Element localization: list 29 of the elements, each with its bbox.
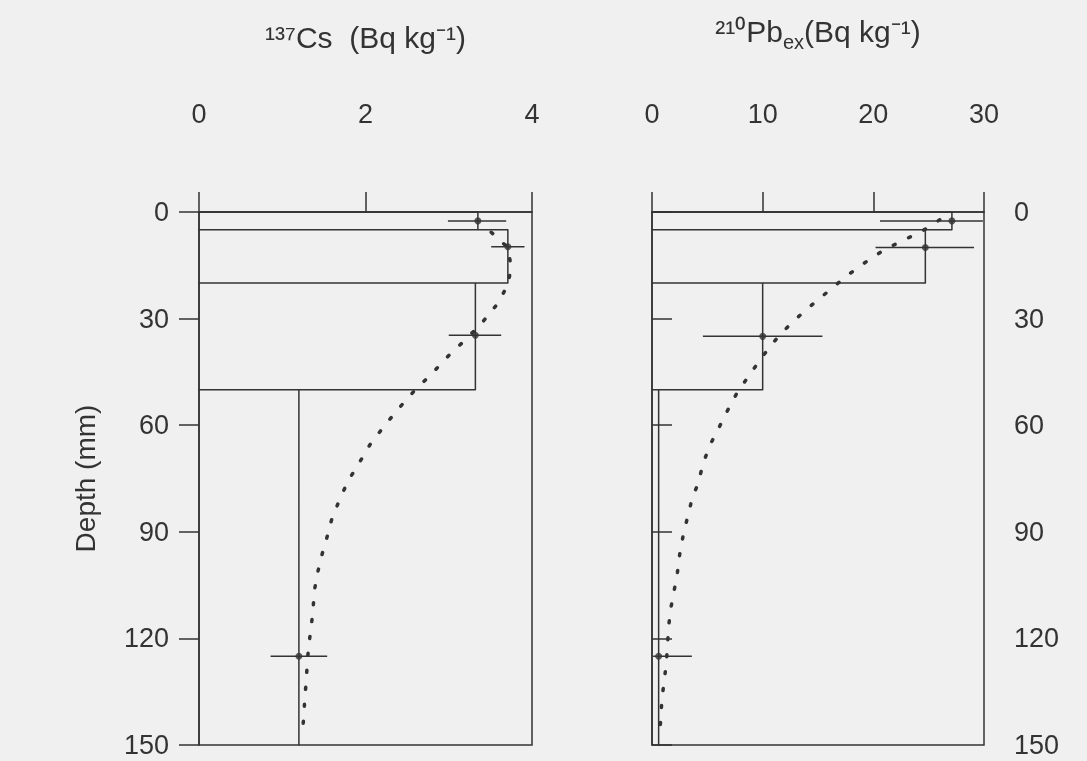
y-tick-label: 60 [138, 410, 169, 441]
point [759, 332, 767, 340]
x-tick-label: 10 [747, 98, 778, 129]
y2-tick-label: 0 [1014, 197, 1030, 227]
y-axis-title: Depth (mm) [69, 404, 101, 553]
y-tick-label: 0 [153, 197, 169, 227]
x-tick-label: 2 [357, 98, 374, 129]
point [471, 331, 479, 339]
y2-tick-label: 150 [1014, 730, 1060, 760]
y2-tick-label: 120 [1014, 623, 1060, 654]
y2-tick-label: 90 [1014, 516, 1045, 547]
y-tick-label: 90 [138, 516, 169, 547]
y2-tick-label: 30 [1014, 303, 1045, 334]
x-tick-label: 4 [524, 98, 540, 129]
point [295, 652, 303, 660]
x-tick-label: 20 [858, 98, 889, 129]
x-axis-title: ¹³⁷Cs (Bq kg⁻¹) [265, 20, 466, 54]
y2-tick-label: 60 [1014, 410, 1045, 441]
x-tick-label: 30 [968, 98, 1000, 129]
x-tick-label: 0 [644, 98, 660, 129]
y-tick-label: 120 [123, 623, 169, 654]
x-tick-label: 0 [191, 98, 207, 129]
point [948, 217, 956, 225]
point [504, 243, 512, 251]
point [474, 217, 482, 225]
point [921, 244, 929, 252]
y-tick-label: 150 [123, 730, 169, 760]
y-tick-label: 30 [138, 303, 169, 334]
point [655, 652, 663, 660]
